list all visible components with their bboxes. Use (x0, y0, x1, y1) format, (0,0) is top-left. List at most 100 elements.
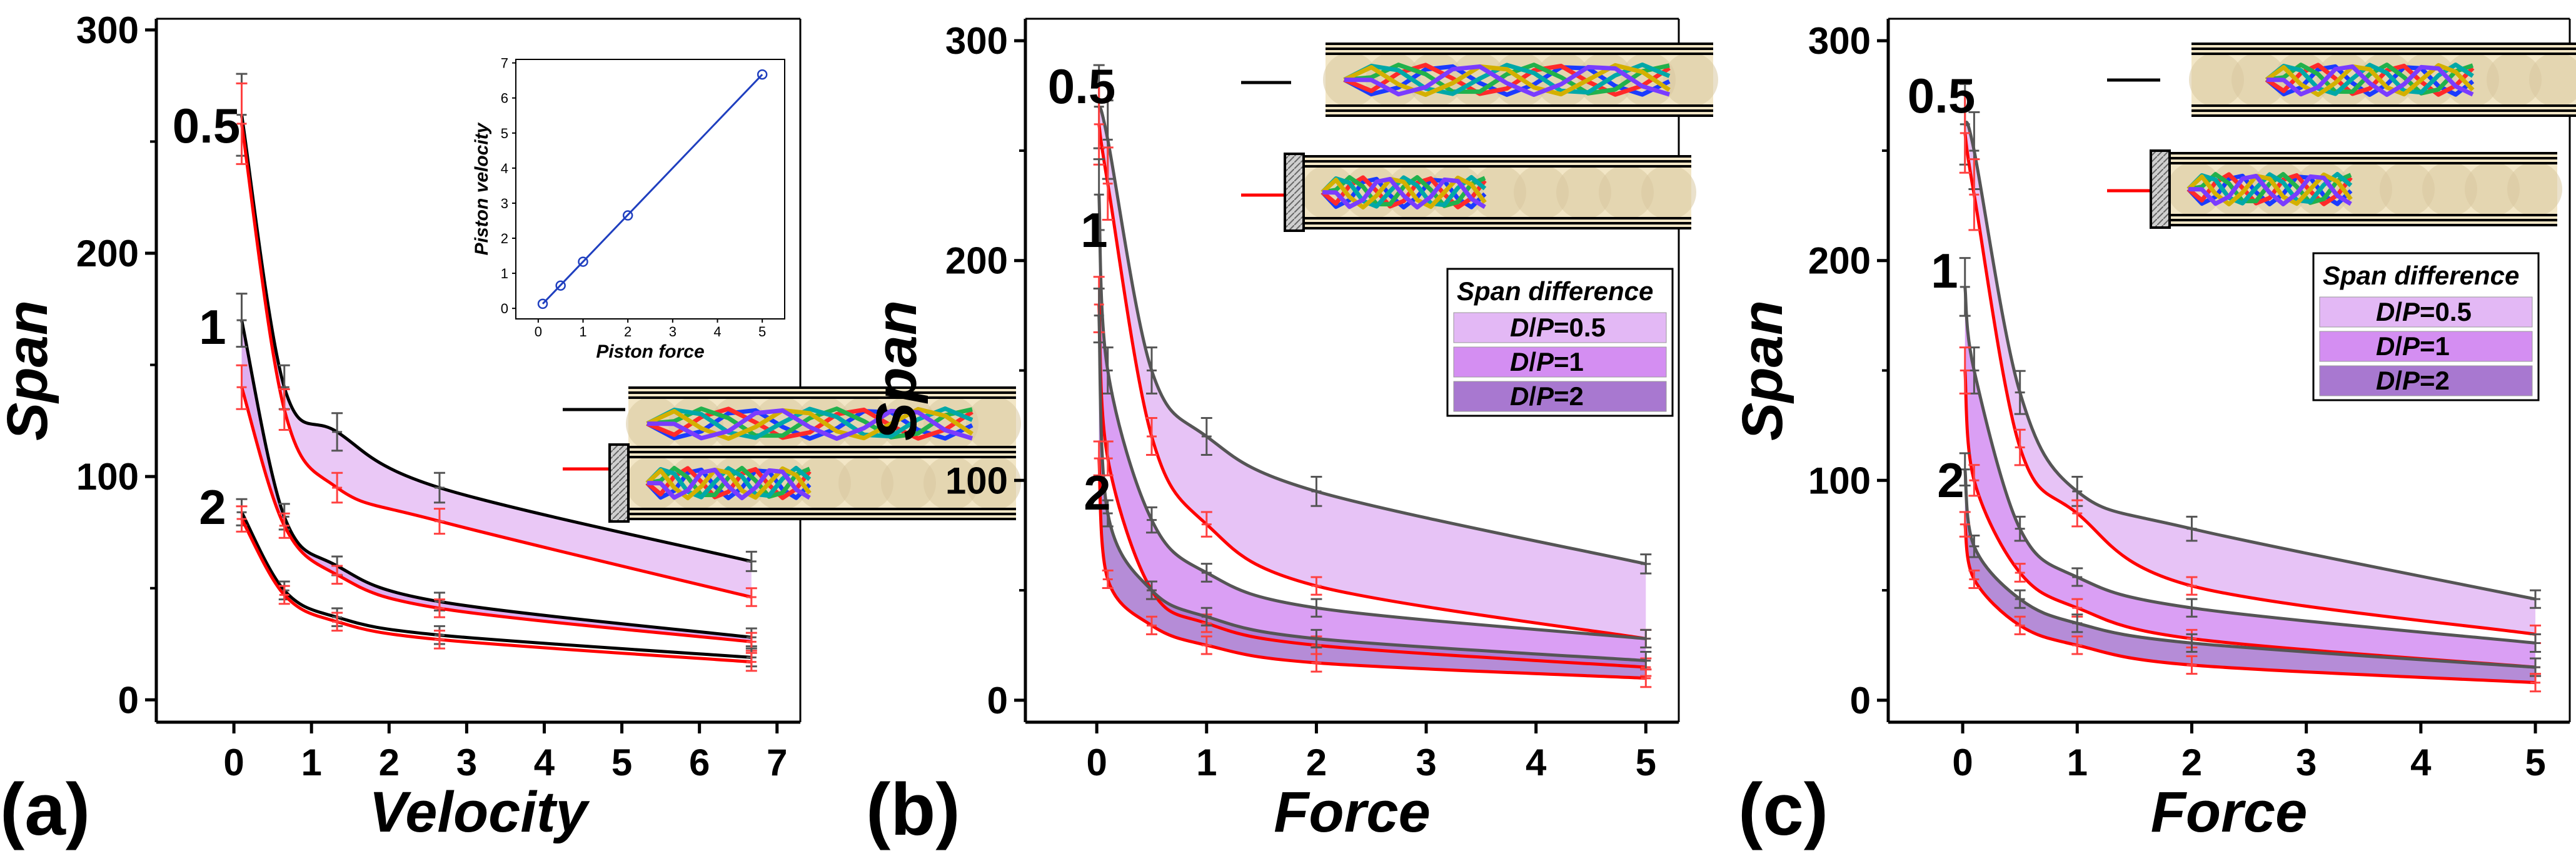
series-line (240, 518, 752, 664)
series-line (1097, 315, 1646, 663)
legend-title: Span difference (2323, 261, 2519, 290)
curve-label: 1 (1080, 203, 1107, 258)
polymer-strand (646, 408, 974, 441)
tube-illustration-piston (2150, 149, 2562, 229)
polymer-strand (1344, 64, 1671, 97)
polymer-strand (1321, 175, 1487, 209)
helix-segment (2422, 162, 2477, 216)
inset-data-point (537, 298, 548, 310)
y-tick-label: 300 (1808, 20, 1871, 62)
series-line (1097, 194, 1646, 640)
y-axis-label: Span (865, 300, 928, 441)
tube-illustration (2189, 43, 2576, 117)
inset-x-tick-label: 3 (669, 324, 677, 340)
x-tick-label: 3 (2296, 742, 2317, 783)
series-line (1097, 124, 1646, 640)
helix-segment (2465, 162, 2520, 216)
polymer-strand (2188, 172, 2352, 205)
curve-label: 0.5 (1908, 68, 1975, 123)
inset-y-tick-label: 6 (501, 91, 508, 106)
curve-label: 2 (1937, 453, 1964, 508)
panel-c: 0 1 2 3 4 5 0 100 200 300 Force Span (c) 0.5 1 2 Span di… (1731, 18, 2576, 851)
legend-swatch (2319, 365, 2533, 396)
polymer-strand (647, 466, 811, 499)
polymer-strand (1343, 63, 1671, 97)
x-tick-label: 2 (379, 742, 400, 783)
x-tick-label: 5 (1636, 742, 1656, 783)
helix-segment (2380, 162, 2435, 216)
x-tick-label: 4 (534, 742, 555, 783)
y-tick-label: 200 (76, 233, 139, 274)
helix-segment (1663, 53, 1718, 107)
inset-x-tick-label: 1 (579, 324, 586, 340)
x-tick-label: 5 (2525, 742, 2545, 783)
panel-label: (b) (866, 768, 960, 851)
curve-label: 2 (1084, 465, 1110, 520)
polymer-strand (2266, 64, 2474, 97)
inset-data-point (578, 256, 588, 267)
x-tick-label: 3 (1416, 742, 1436, 783)
helix-segment (966, 456, 1021, 510)
helix-segment (1599, 165, 1654, 219)
legend-entry: D/P=1 (1510, 347, 1584, 376)
inset-data-point (757, 69, 768, 80)
curve-label: 1 (199, 300, 226, 355)
helix-segment (881, 456, 936, 510)
x-tick-label: 5 (611, 742, 632, 783)
polymer-strand (645, 466, 812, 500)
polymer-strand (1322, 175, 1486, 208)
inset-y-tick-label: 4 (501, 161, 508, 176)
y-tick-label: 100 (1808, 460, 1871, 501)
x-tick-label: 6 (689, 742, 710, 783)
helix-segment (2487, 53, 2542, 107)
inset-y-tick-label: 5 (501, 126, 508, 141)
polymer-strand (2265, 64, 2475, 97)
inset-fit-line (541, 74, 763, 305)
panel-label: (c) (1738, 768, 1828, 851)
curve-label: 1 (1931, 243, 1958, 298)
span-difference-fill (241, 114, 752, 598)
helix-segment (2189, 53, 2244, 107)
polymer-strand (1321, 175, 1487, 209)
polymer-strand (646, 406, 974, 441)
helix-segment (1556, 165, 1611, 219)
y-tick-label: 100 (76, 456, 139, 498)
inset-y-tick-label: 3 (501, 196, 508, 211)
polymer-strand (647, 406, 973, 440)
legend-swatch (2319, 331, 2533, 362)
x-tick-label: 4 (2410, 742, 2432, 783)
helix-segment (2529, 53, 2576, 107)
piston (2150, 149, 2171, 229)
legend-entry: D/P=0.5 (2376, 297, 2472, 326)
x-tick-label: 0 (1952, 742, 1973, 783)
x-axis-label: Force (1274, 780, 1431, 844)
tube-illustration-piston (608, 443, 1021, 523)
inset-y-tick-label: 2 (501, 231, 508, 246)
helix-segment (2507, 162, 2562, 216)
inset-y-label: Piston velocity (471, 122, 492, 255)
y-axis-label: Span (1731, 300, 1794, 441)
curve-label: 0.5 (173, 98, 240, 153)
piston (1284, 153, 1305, 232)
series-line (1097, 106, 1646, 566)
y-axis-label: Span (0, 300, 59, 441)
legend-title: Span difference (1457, 276, 1653, 306)
legend-swatch (1453, 312, 1667, 343)
x-tick-label: 0 (1086, 742, 1107, 783)
x-tick-label: 1 (301, 742, 322, 783)
helix-segment (1514, 165, 1569, 219)
inset-y-tick-label: 7 (501, 56, 508, 71)
inset-frame (515, 59, 785, 320)
polymer-strand (647, 467, 811, 500)
polymer-strand (2265, 63, 2475, 97)
x-axis-label: Force (2151, 780, 2308, 844)
inset-y-tick-label: 1 (501, 266, 508, 281)
polymer-strand (645, 466, 812, 500)
polymer-strand (1343, 64, 1671, 97)
helix-segment (966, 396, 1021, 451)
panel-label: (a) (0, 768, 90, 851)
inset-x-tick-label: 4 (713, 324, 721, 340)
y-tick-label: 300 (945, 20, 1008, 62)
curve-label: 0.5 (1048, 59, 1115, 114)
